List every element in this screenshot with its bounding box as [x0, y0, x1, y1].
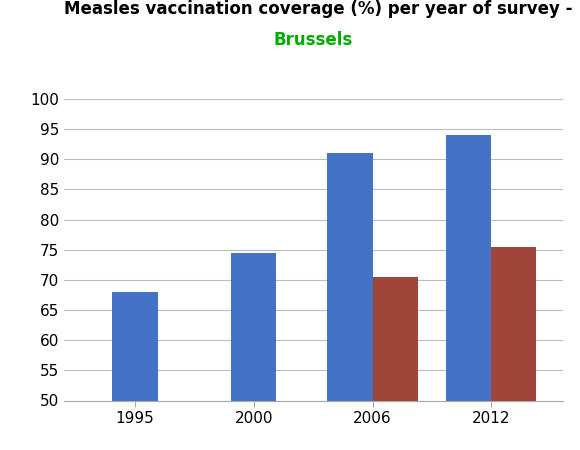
Bar — [491, 247, 536, 400]
Bar — [446, 135, 491, 401]
Bar — [372, 277, 418, 400]
Bar — [231, 253, 277, 400]
Text: Measles vaccination coverage (%) per year of survey -: Measles vaccination coverage (%) per yea… — [64, 0, 572, 18]
Bar — [113, 292, 158, 400]
Text: Brussels: Brussels — [274, 31, 353, 49]
Bar — [328, 153, 372, 400]
